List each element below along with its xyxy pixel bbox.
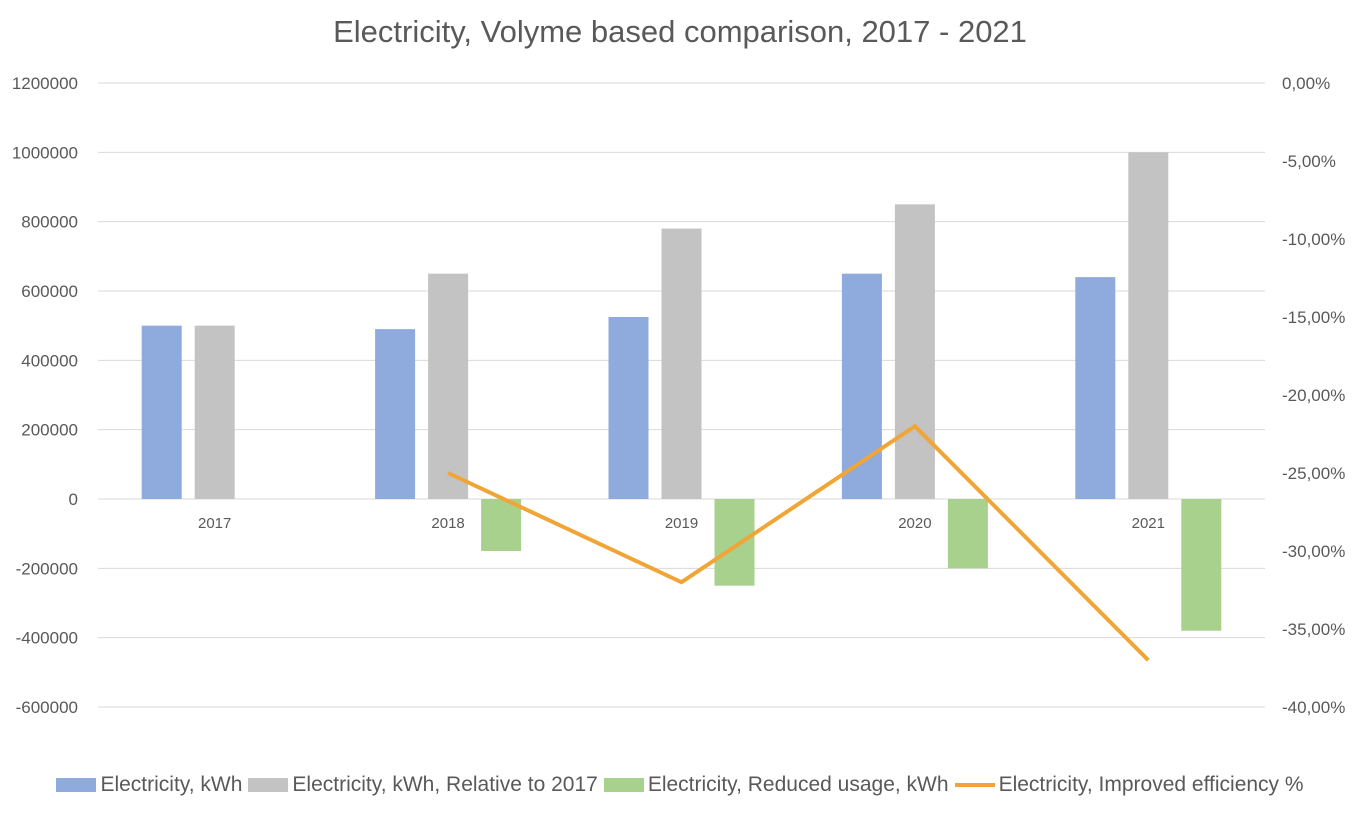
bar-kwh [608, 317, 649, 499]
x-category-label: 2021 [1132, 515, 1165, 532]
legend-label-reduced: Electricity, Reduced usage, kWh [647, 773, 949, 796]
x-category-label: 2018 [431, 515, 464, 532]
legend-item-efficiency: Electricity, Improved efficiency % [954, 773, 1304, 797]
legend-swatch-kwh [56, 778, 97, 792]
bar-kwh [841, 273, 882, 499]
y-left-tick-label: 800000 [21, 213, 78, 232]
bar-reduced [481, 499, 522, 551]
y-right-tick-label: -20,00% [1282, 386, 1345, 405]
bar-relative [661, 228, 702, 499]
bar-reduced [1181, 499, 1222, 631]
bar-reduced [947, 499, 988, 569]
legend-item-relative: Electricity, kWh, Relative to 2017 [248, 773, 598, 797]
x-category-label: 2017 [198, 515, 231, 532]
y-left-tick-label: 0 [69, 490, 78, 509]
y-left-tick-label: 1000000 [12, 143, 78, 162]
y-left-tick-label: -600000 [16, 698, 78, 717]
bar-reduced [714, 499, 755, 586]
y-left-tick-label: 400000 [21, 351, 78, 370]
y-left-tick-label: 1200000 [12, 74, 78, 93]
legend-label-efficiency: Electricity, Improved efficiency % [998, 773, 1304, 796]
bar-relative [1128, 152, 1169, 500]
y-right-tick-label: -10,00% [1282, 230, 1345, 249]
legend-label-kwh: Electricity, kWh [100, 773, 243, 796]
legend-item-reduced: Electricity, Reduced usage, kWh [603, 773, 949, 797]
y-right-tick-label: 0,00% [1282, 74, 1330, 93]
y-left-tick-label: 200000 [21, 421, 78, 440]
legend-swatch-efficiency [954, 783, 995, 787]
legend-swatch-reduced [603, 778, 644, 792]
y-right-tick-label: -30,00% [1282, 542, 1345, 561]
chart-title: Electricity, Volyme based comparison, 20… [333, 14, 1027, 49]
line-efficiency [447, 423, 1150, 662]
y-left-tick-label: -400000 [16, 629, 78, 648]
legend-item-kwh: Electricity, kWh [56, 773, 242, 797]
y-right-tick-label: -40,00% [1282, 698, 1345, 717]
y-right-tick-label: -35,00% [1282, 620, 1345, 639]
y-right-tick-label: -25,00% [1282, 464, 1345, 483]
x-category-label: 2019 [665, 515, 698, 532]
legend: Electricity, kWh Electricity, kWh, Relat… [0, 770, 1360, 800]
bar-kwh [375, 329, 416, 499]
bar-kwh [1075, 277, 1116, 499]
bar-relative [194, 325, 235, 499]
legend-label-relative: Electricity, kWh, Relative to 2017 [292, 773, 598, 796]
y-left-tick-label: 600000 [21, 282, 78, 301]
y-right-tick-label: -5,00% [1282, 152, 1336, 171]
bar-relative [428, 273, 469, 499]
y-left-tick-label: -200000 [16, 559, 78, 578]
bar-kwh [141, 325, 182, 499]
x-category-label: 2020 [898, 515, 931, 532]
bar-relative [894, 204, 935, 500]
legend-swatch-relative [248, 778, 289, 792]
y-right-tick-label: -15,00% [1282, 308, 1345, 327]
chart-plot: 1200000 1000000 800000 600000 400000 200000 0 -… [12, 74, 1346, 717]
